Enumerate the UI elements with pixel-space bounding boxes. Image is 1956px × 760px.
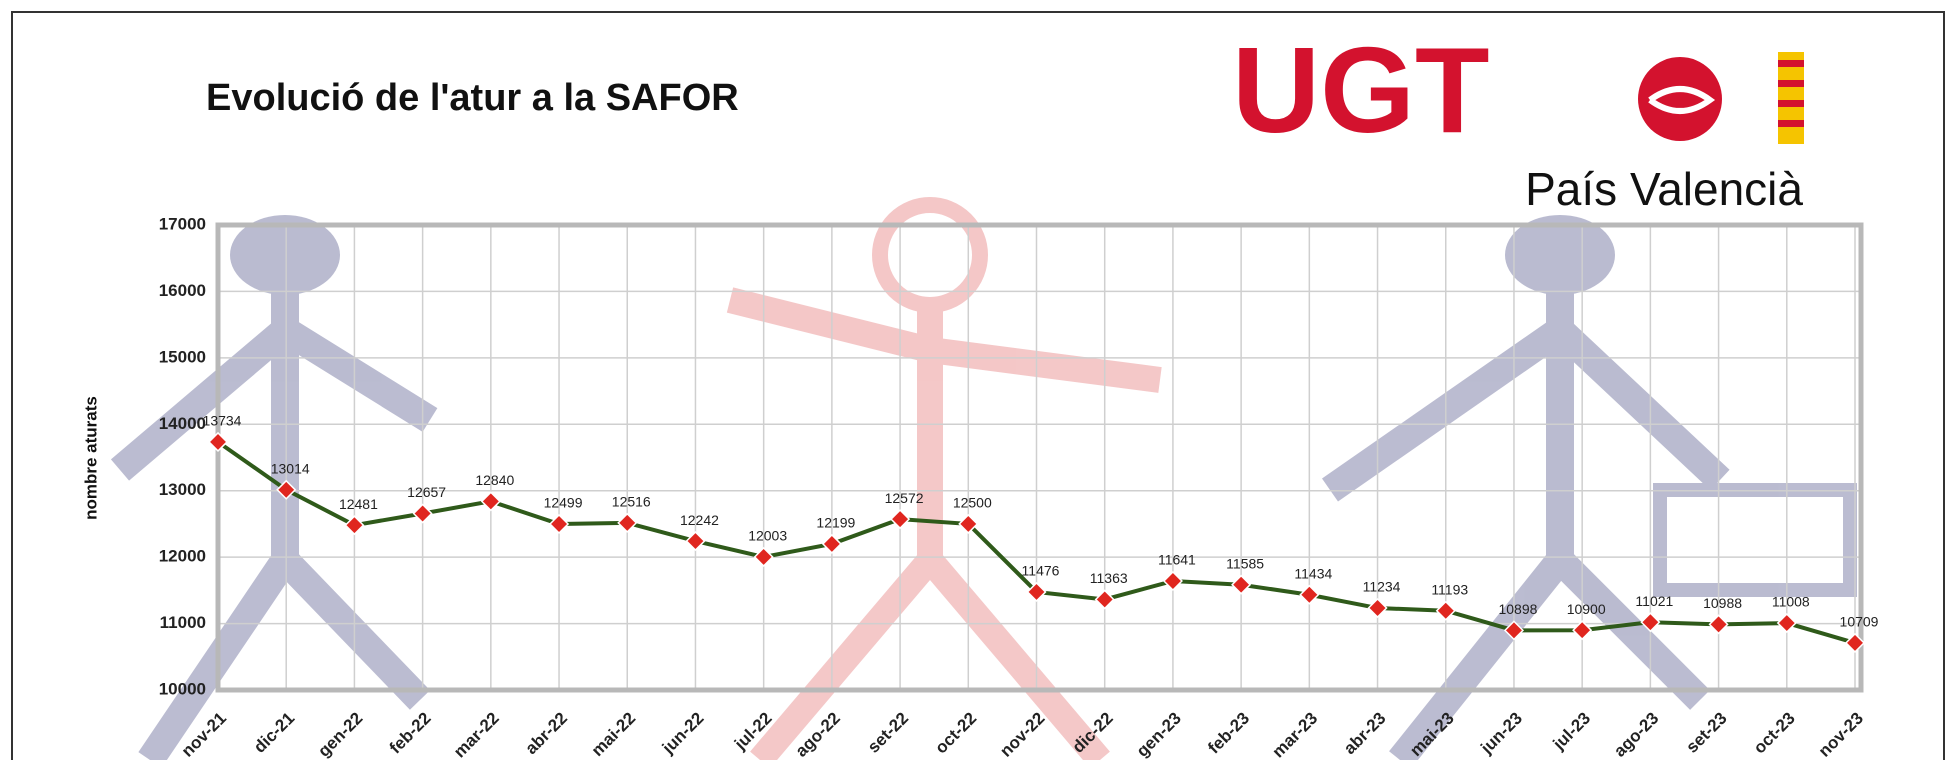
value-label: 12500 [953,495,992,511]
value-label: 11363 [1090,570,1128,586]
value-label: 11476 [1022,563,1060,579]
value-label: 12657 [407,484,446,500]
value-label: 11008 [1772,594,1810,610]
y-axis-label: nombre aturats [81,396,100,520]
chart-title: Evolució de l'atur a la SAFOR [206,77,739,119]
value-label: 11234 [1363,579,1401,595]
value-label: 12572 [885,490,924,506]
y-tick-label: 10000 [159,679,206,698]
value-label: 11193 [1431,581,1468,597]
y-tick-label: 16000 [159,281,206,300]
value-label: 12199 [816,515,855,531]
value-label: 10900 [1567,601,1606,617]
y-tick-label: 12000 [159,547,206,566]
value-label: 11434 [1294,565,1332,581]
value-label: 13734 [203,413,242,429]
y-tick-label: 14000 [159,414,206,433]
value-label: 10898 [1498,601,1537,617]
value-label: 10709 [1840,614,1879,630]
value-label: 12516 [612,494,651,510]
value-label: 11641 [1158,552,1196,568]
logo-region: País Valencià [1525,163,1803,215]
value-label: 10988 [1703,595,1742,611]
value-label: 12840 [475,472,514,488]
value-label: 12003 [748,528,787,544]
y-tick-label: 11000 [160,613,206,632]
chart: Evolució de l'atur a la SAFOR UGT País V… [0,0,1956,760]
value-label: 12242 [680,512,719,528]
value-label: 11021 [1635,593,1673,609]
y-tick-label: 13000 [159,480,206,499]
y-tick-label: 15000 [159,347,206,366]
logo-name: UGT [1232,22,1490,158]
value-label: 12481 [339,496,378,512]
value-label: 11585 [1226,555,1264,571]
value-label: 12499 [544,495,583,511]
y-tick-label: 17000 [159,214,206,233]
value-label: 13014 [271,460,310,476]
